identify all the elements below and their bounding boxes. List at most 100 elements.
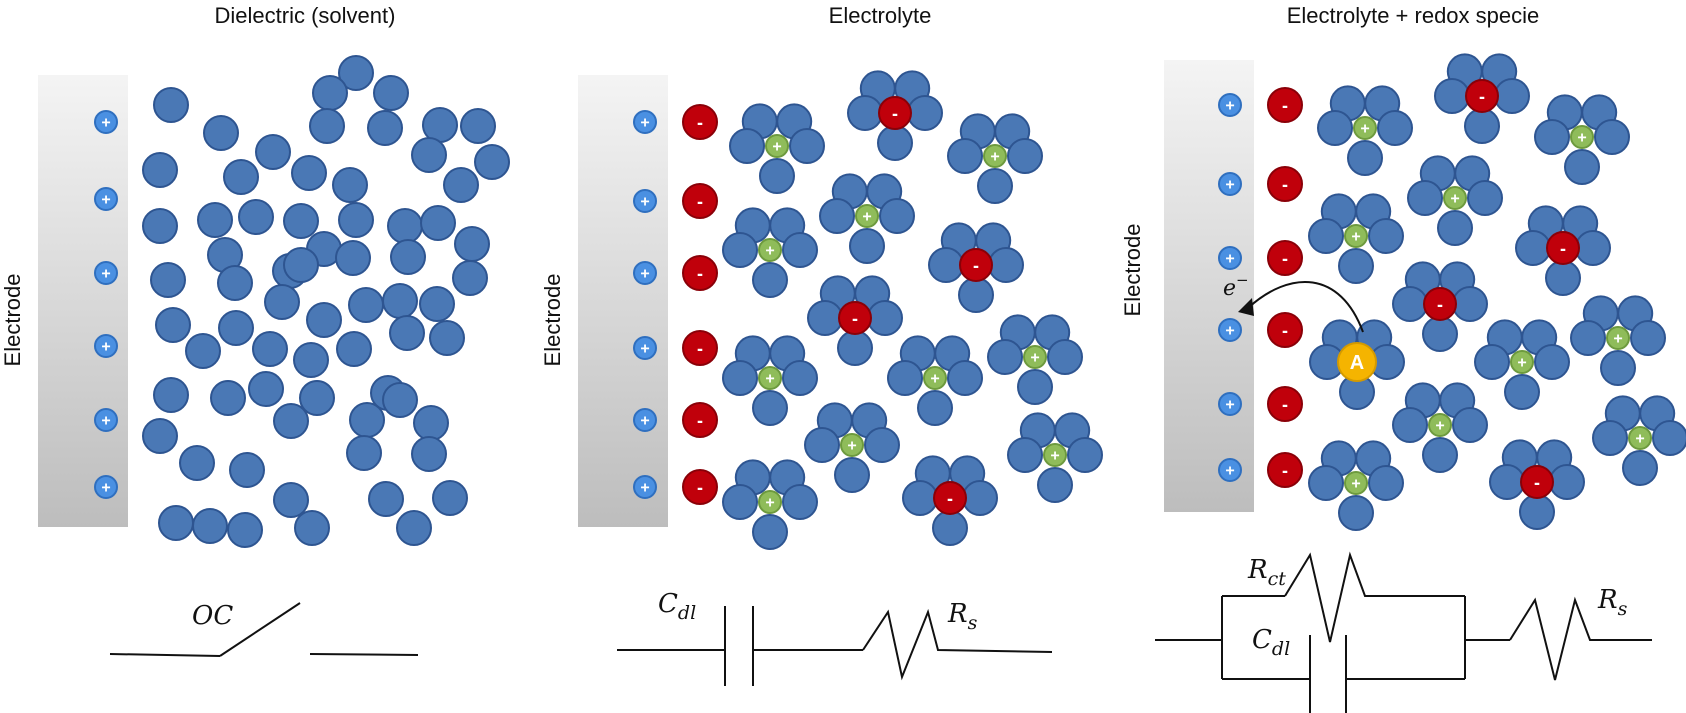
solvated-anion: - [807, 275, 903, 366]
solvent-molecule [273, 482, 309, 518]
solvent-molecule [1474, 344, 1510, 380]
solvated-cation: + [887, 335, 983, 426]
solvent-molecule [454, 226, 490, 262]
electrode-positive-charge: + [633, 110, 657, 134]
solvent-molecule [338, 55, 374, 91]
anion-sign: - [697, 410, 703, 430]
electrode-positive-charge-sign: + [640, 115, 649, 132]
solvent-molecules [142, 55, 510, 548]
anion-sign: - [1282, 248, 1288, 268]
solvated-cation: + [729, 103, 825, 194]
circuit-randles: Rct Cdl Rs [1155, 551, 1652, 713]
cation-body [1353, 116, 1377, 140]
electrode-positive-charge-sign: + [1225, 98, 1234, 115]
anion: - [682, 330, 718, 366]
solvent-molecule [1545, 260, 1581, 296]
cation-body [1628, 426, 1652, 450]
solvent-molecule [928, 247, 964, 283]
solvent-molecule [142, 418, 178, 454]
anion-layer: - - - - - - [682, 104, 718, 505]
cation-sign: + [772, 139, 781, 156]
redox-molecule: A [1337, 342, 1377, 382]
solvent-molecule [722, 360, 758, 396]
solvent-molecule [252, 331, 288, 367]
electrode-positive-charge-sign: + [640, 266, 649, 283]
solvated-cation: + [722, 459, 818, 550]
electrode-positive-charge-body [633, 408, 657, 432]
panel-title-electrolyte: Electrolyte [829, 3, 932, 28]
anion-body [1423, 287, 1457, 321]
anion-sign: - [1282, 460, 1288, 480]
electrode-positive-charge-body [1218, 392, 1242, 416]
panel-electrolyte: Electrolyte Electrode ++++++ ------ +-++… [540, 3, 1103, 686]
anion-sign: - [1560, 238, 1566, 258]
solvent-molecule [197, 202, 233, 238]
solvated-ions: + - + + + - - + + + + + + - [722, 70, 1103, 550]
solvated-cation: + [1308, 193, 1404, 284]
electrode-positive-charge: + [1218, 172, 1242, 196]
solvent-molecule [1007, 138, 1043, 174]
solvent-molecule [752, 262, 788, 298]
solvent-molecule [1347, 140, 1383, 176]
cation-body [758, 238, 782, 262]
electrode-positive-charge-sign: + [640, 341, 649, 358]
solvent-molecule [1368, 465, 1404, 501]
anion-body [1267, 240, 1303, 276]
anion-body [1267, 452, 1303, 488]
solvent-molecule [804, 427, 840, 463]
redox-molecule-body [1337, 342, 1377, 382]
anion-sign: - [697, 263, 703, 283]
cation: + [1043, 443, 1067, 467]
solvent-molecule [1067, 437, 1103, 473]
solvent-molecule [299, 380, 335, 416]
solvated-ions: + - + + + - - + + + + + - [1308, 53, 1686, 531]
solvent-molecule [1494, 78, 1530, 114]
solvent-molecule [210, 380, 246, 416]
cation: + [1428, 413, 1452, 437]
cation-body [1428, 413, 1452, 437]
cation-sign: + [1517, 355, 1526, 372]
solvent-molecule [1317, 110, 1353, 146]
solvent-molecule [346, 435, 382, 471]
cation-sign: + [765, 495, 774, 512]
redox-molecule-sign: A [1350, 352, 1364, 374]
solvent-molecule [1549, 464, 1585, 500]
cation-body [758, 490, 782, 514]
solvent-molecule [422, 107, 458, 143]
capacitor-label: Cdl [658, 589, 696, 624]
anion: - [1546, 231, 1580, 265]
solvent-molecule [1434, 78, 1470, 114]
anion-sign: - [852, 308, 858, 328]
electron-label: e− [1223, 271, 1249, 301]
electrode-positive-charge: + [94, 110, 118, 134]
solvent-molecule [1392, 286, 1428, 322]
circuit-series-rc: Cdl Rs [617, 589, 1053, 686]
anion-body [682, 255, 718, 291]
electrode-positive-charge-sign: + [640, 480, 649, 497]
anion-sign: - [697, 191, 703, 211]
solvent-molecule [1467, 180, 1503, 216]
cation: + [765, 134, 789, 158]
electrode-positive-charge-body [94, 187, 118, 211]
cation-sign: + [765, 243, 774, 260]
solvent-molecule [987, 339, 1023, 375]
solvent-molecule [867, 300, 903, 336]
cation-sign: + [847, 438, 856, 455]
solvent-molecule [185, 333, 221, 369]
circuit-open-switch: OC [109, 601, 419, 657]
anion: - [878, 96, 912, 130]
anion: - [682, 402, 718, 438]
solvent-molecule [834, 457, 870, 493]
cation: + [1443, 186, 1467, 210]
solvent-molecule [877, 125, 913, 161]
solvent-molecule [312, 75, 348, 111]
cation-body [983, 144, 1007, 168]
electrode-positive-charge-sign: + [1225, 251, 1234, 268]
anion-body [682, 104, 718, 140]
solvent-molecule [373, 75, 409, 111]
cation-body [1606, 326, 1630, 350]
cation: + [1628, 426, 1652, 450]
anion: - [1423, 287, 1457, 321]
anion-sign: - [697, 477, 703, 497]
solvent-molecule [294, 510, 330, 546]
